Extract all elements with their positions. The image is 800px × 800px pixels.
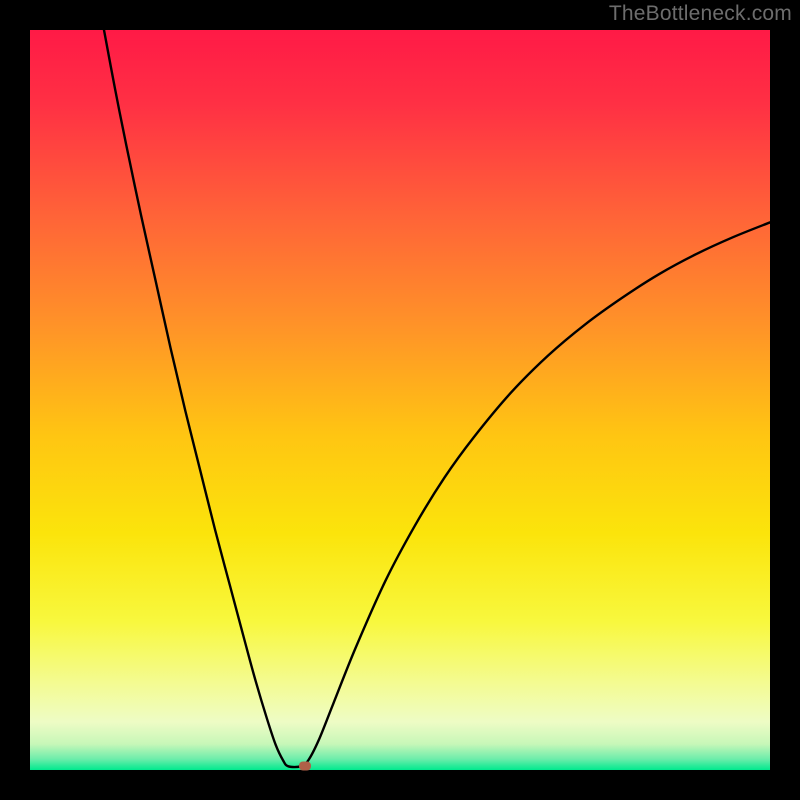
bottleneck-curve-path bbox=[104, 30, 770, 767]
optimal-point-marker bbox=[299, 761, 311, 770]
watermark-text: TheBottleneck.com bbox=[609, 2, 792, 26]
chart-plot-area bbox=[30, 30, 770, 770]
chart-outer-frame: TheBottleneck.com bbox=[0, 0, 800, 800]
bottleneck-curve bbox=[30, 30, 770, 770]
